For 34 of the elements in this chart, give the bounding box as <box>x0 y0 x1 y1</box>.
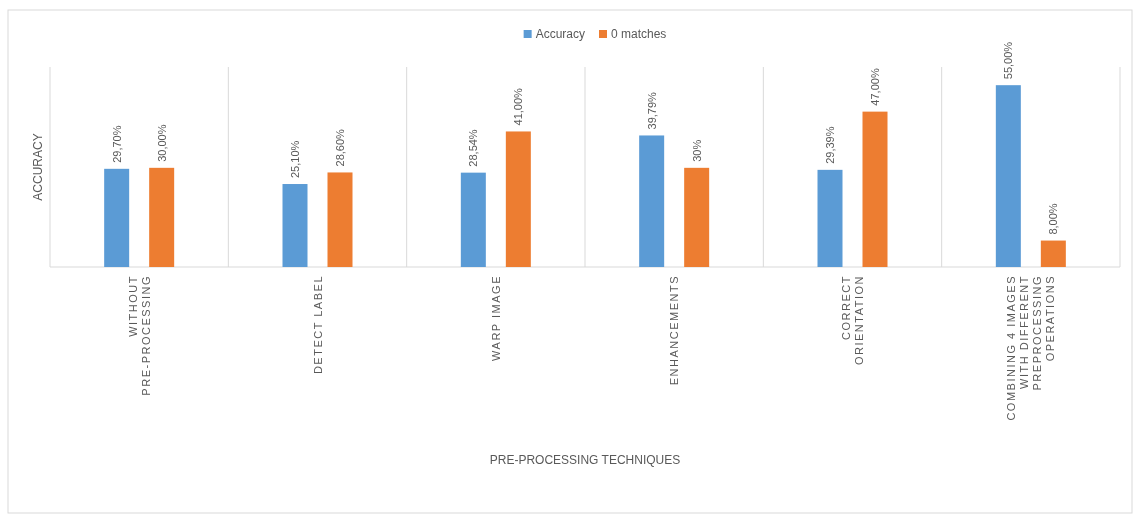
bar <box>817 169 843 267</box>
data-label: 29,70% <box>110 125 123 163</box>
data-label: 55,00% <box>1002 41 1015 80</box>
x-tick-label: CORRECT ORIENTATION <box>840 275 865 366</box>
data-label: 47,00% <box>869 68 881 106</box>
bar <box>149 167 175 267</box>
x-tick-label: WITHOUT PRE-PROCESSING <box>126 275 152 396</box>
bar <box>862 111 888 267</box>
bar <box>327 172 353 267</box>
bar <box>460 172 486 267</box>
data-label: 39,79% <box>645 91 658 130</box>
x-tick-label: DETECT LABEL <box>311 275 324 375</box>
data-label: 29,39% <box>824 126 836 164</box>
legend-label: Accuracy <box>535 27 585 41</box>
data-label: 41,00% <box>512 87 525 126</box>
data-label: 30,00% <box>155 124 168 162</box>
bar <box>505 131 531 267</box>
bar <box>282 184 308 267</box>
bar <box>639 135 665 267</box>
bar <box>684 167 710 267</box>
data-label: 28,54% <box>467 129 480 167</box>
x-axis-title: PRE-PROCESSING TECHNIQUES <box>489 453 681 467</box>
data-label: 28,60% <box>334 128 346 167</box>
x-tick-label: COMBINING 4 IMAGES WITH DIFFERENT PREPROCESSING OPERATIONS <box>1005 275 1057 421</box>
data-label: 30% <box>690 139 703 162</box>
data-label: 25,10% <box>289 140 301 179</box>
data-label: 8,00% <box>1047 203 1060 235</box>
bar <box>995 85 1021 267</box>
bar <box>104 168 130 267</box>
x-tick-label: ENHANCEMENTS <box>668 275 681 386</box>
legend-label: 0 matches <box>611 27 667 41</box>
y-axis-title: ACCURACY <box>31 133 45 201</box>
bar <box>1040 240 1066 267</box>
x-tick-label: WARP IMAGE <box>489 275 502 361</box>
